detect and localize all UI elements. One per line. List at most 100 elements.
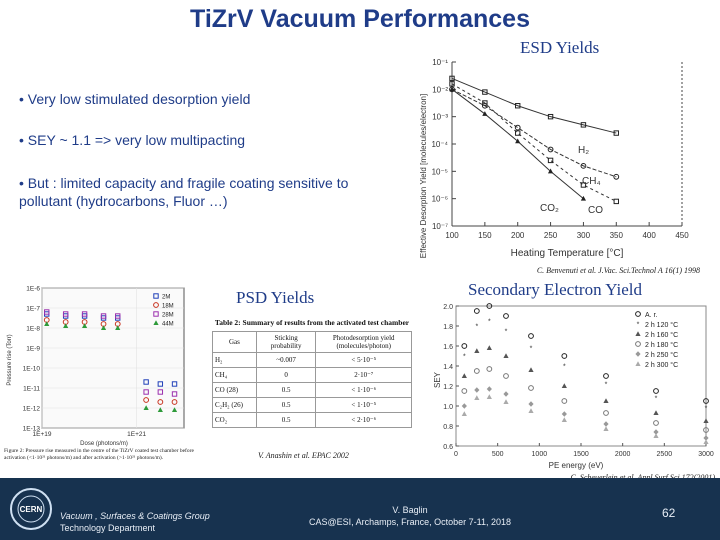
esd-data-point bbox=[580, 195, 587, 201]
sey-data-point bbox=[603, 426, 609, 431]
table-cell: ~0.007 bbox=[255, 352, 317, 368]
sey-data-point: * bbox=[563, 364, 566, 371]
esd-data-point bbox=[482, 89, 488, 95]
sey-legend-label: 2 h 180 °C bbox=[645, 341, 678, 349]
sey-data-point bbox=[703, 398, 709, 404]
bullet-3: • But : limited capacity and fragile coa… bbox=[19, 174, 389, 210]
table-cell: 2·10⁻⁷ bbox=[315, 367, 412, 383]
sey-xlabel: PE energy (eV) bbox=[549, 461, 604, 470]
sey-legend-label: 2 h 120 °C bbox=[645, 321, 678, 329]
sey-xtick-label: 1500 bbox=[573, 451, 589, 458]
sey-data-point bbox=[561, 353, 568, 359]
esd-chart: Effective Desorption Yield [molecules/el… bbox=[412, 56, 692, 266]
sey-data-point bbox=[703, 427, 709, 433]
sey-data-point bbox=[653, 388, 659, 394]
table-header-cell: Gas bbox=[212, 331, 257, 353]
psd-data-point bbox=[100, 313, 107, 319]
psd-legend-label: 44M bbox=[162, 322, 174, 328]
esd-ytick-label: 10⁻¹ bbox=[432, 58, 448, 67]
sey-heading: Secondary Electron Yield bbox=[468, 280, 643, 299]
sey-legend-marker bbox=[635, 341, 641, 347]
sey-ytick-label: 1.6 bbox=[443, 344, 453, 351]
esd-data-point bbox=[482, 100, 488, 106]
psd-data-point bbox=[44, 321, 50, 326]
esd-label-h2: H₂ bbox=[578, 145, 589, 156]
bullet-text: But : limited capacity and fragile coati… bbox=[19, 175, 349, 209]
psd-data-point bbox=[171, 407, 178, 412]
psd-legend-marker bbox=[153, 320, 159, 325]
footer-department: Technology Department bbox=[60, 523, 156, 533]
sey-data-point bbox=[503, 391, 509, 397]
bullet-marker: • bbox=[19, 175, 24, 191]
psd-chart: Pressure rise (Torr) 1E-6 1E-7 1E-8 1E-9 1E-… bbox=[4, 286, 194, 461]
table-row: C₂H₂ (26) 0.5 < 1·10⁻⁵ bbox=[212, 397, 412, 413]
sey-data-point bbox=[528, 401, 534, 407]
esd-xtick-label: 400 bbox=[642, 231, 656, 240]
esd-label-ch4: CH₄ bbox=[582, 176, 601, 187]
psd-data-point bbox=[171, 381, 178, 387]
sey-data-point bbox=[503, 353, 509, 358]
table-row: CH₄ 0 2·10⁻⁷ bbox=[212, 367, 412, 383]
sey-data-point: * bbox=[605, 382, 608, 389]
esd-xtick-label: 250 bbox=[544, 231, 558, 240]
psd-xtick-label: 1E+19 bbox=[33, 431, 52, 438]
psd-ytick-label: 1E-10 bbox=[23, 366, 41, 373]
sey-data-point bbox=[473, 308, 480, 314]
esd-data-point bbox=[547, 146, 554, 153]
sey-data-point bbox=[528, 333, 534, 339]
esd-data-point bbox=[613, 198, 619, 205]
psd-heading: PSD Yields bbox=[236, 288, 315, 307]
table-row: CO (28) 0.5 < 1·10⁻⁶ bbox=[212, 382, 412, 398]
psd-data-point bbox=[63, 323, 69, 328]
sey-data-point bbox=[703, 418, 709, 423]
esd-data-point bbox=[449, 86, 455, 92]
sey-legend-label: 2 h 300 °C bbox=[645, 361, 678, 369]
sey-data-point bbox=[503, 399, 509, 404]
esd-ytick-label: 10⁻⁶ bbox=[432, 195, 448, 204]
table-cell: 0.5 bbox=[255, 397, 317, 413]
sey-data-point bbox=[503, 373, 509, 379]
sey-data-point: * bbox=[655, 396, 658, 403]
esd-ytick-label: 10⁻² bbox=[432, 85, 448, 94]
psd-legend-label: 28M bbox=[162, 313, 174, 319]
sey-data-point bbox=[703, 439, 709, 444]
sey-data-point bbox=[561, 383, 567, 388]
sey-data-point bbox=[486, 366, 493, 372]
sey-data-point bbox=[461, 373, 467, 378]
table-cell: CO₂ bbox=[212, 412, 257, 428]
esd-ytick-label: 10⁻³ bbox=[432, 113, 448, 122]
esd-xtick-label: 200 bbox=[511, 231, 525, 240]
cern-logo-icon: CERN bbox=[10, 488, 52, 530]
esd-xtick-label: 350 bbox=[610, 231, 624, 240]
sey-data-point bbox=[503, 313, 509, 319]
esd-data-point bbox=[515, 130, 521, 136]
logo-text: CERN bbox=[20, 505, 43, 514]
sey-ytick-label: 1.8 bbox=[443, 324, 453, 331]
table-cell: CH₄ bbox=[212, 367, 257, 383]
sey-data-point bbox=[603, 421, 609, 427]
footer-bar: CERN Vacuum , Surfaces & Coatings Group … bbox=[0, 478, 720, 540]
psd-table-caption: Table 2: Summary of results from the act… bbox=[214, 318, 410, 327]
sey-legend-marker bbox=[635, 351, 641, 357]
esd-xlabel: Heating Temperature [°C] bbox=[511, 248, 624, 259]
esd-data-point bbox=[514, 124, 521, 131]
sey-data-point bbox=[461, 343, 468, 349]
bullet-1: • Very low stimulated desorption yield bbox=[19, 90, 399, 108]
sey-legend-marker bbox=[635, 331, 641, 336]
footer-author: V. Baglin bbox=[392, 505, 428, 515]
sey-xtick-label: 3000 bbox=[698, 451, 714, 458]
sey-data-point bbox=[603, 398, 609, 403]
psd-ylabel: Pressure rise (Torr) bbox=[7, 334, 13, 385]
sey-ytick-label: 0.6 bbox=[443, 444, 453, 451]
esd-xtick-label: 450 bbox=[675, 231, 689, 240]
sey-chart: SEY 2.0 1.8 1.6 1.4 1.2 1.0 0.8 0.6 0 500 1000 150… bbox=[433, 303, 714, 470]
sey-data-point: * bbox=[505, 329, 508, 336]
esd-data-point bbox=[580, 182, 587, 188]
esd-ytick-label: 10⁻⁵ bbox=[432, 167, 448, 176]
table-row: H₂ ~0.007 < 5·10⁻⁵ bbox=[212, 352, 412, 368]
bullet-2: • SEY ~ 1.1 => very low multipacting bbox=[19, 131, 399, 149]
sey-data-point: * bbox=[463, 354, 466, 361]
esd-data-point bbox=[482, 111, 488, 116]
sey-data-point bbox=[486, 394, 492, 399]
sey-data-point bbox=[528, 385, 534, 391]
